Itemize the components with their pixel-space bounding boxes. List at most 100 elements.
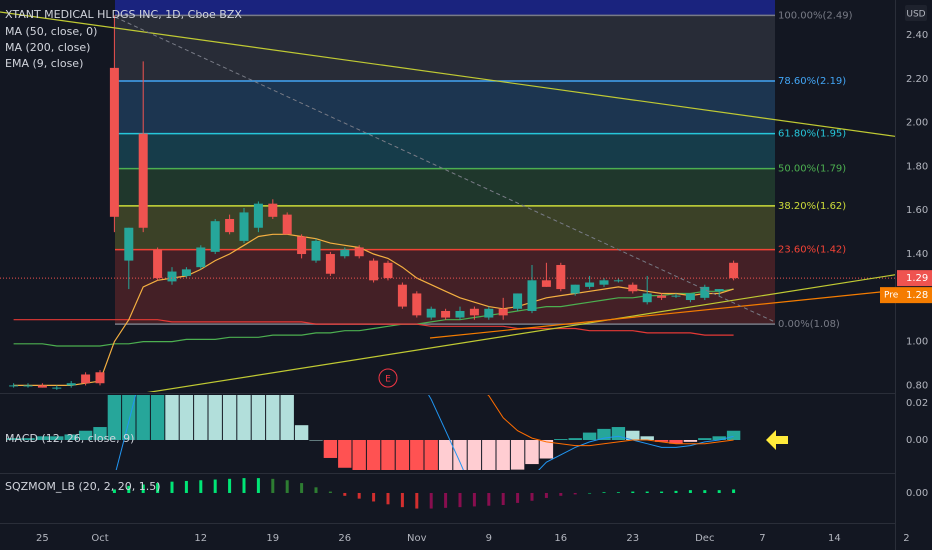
histogram-bar [122, 395, 136, 440]
arrow [766, 430, 788, 450]
candle-body [455, 310, 465, 318]
candle-body [23, 385, 33, 387]
histogram-bar [458, 492, 462, 508]
sqzmom-title: SQZMOM_LB (20, 2, 20, 1.5) [5, 480, 161, 493]
histogram-bar [395, 440, 410, 470]
candle-body [628, 284, 638, 292]
histogram-bar [688, 490, 692, 493]
fib-label: 23.60%(1.42) [778, 245, 846, 256]
drawings: E [0, 11, 895, 392]
histogram-bar [530, 492, 534, 501]
x-tick-label: 7 [759, 533, 765, 544]
fib-band [115, 133, 775, 169]
histogram-bar [6, 438, 21, 440]
legend-title: XTANT MEDICAL HLDGS INC, 1D, Cboe BZX [5, 8, 242, 21]
histogram-bar [372, 492, 376, 502]
candle-body [311, 240, 321, 261]
x-tick-label: 25 [36, 533, 49, 544]
candle-body [642, 293, 652, 303]
candle-body [52, 387, 62, 389]
histogram-bar [510, 440, 525, 470]
histogram-bar [544, 492, 548, 498]
histogram-bar [573, 492, 577, 495]
histogram-bar [410, 440, 424, 470]
histogram-bar [582, 432, 597, 440]
histogram-bar [300, 483, 304, 493]
histogram-bar [228, 478, 232, 493]
histogram-bar [717, 490, 721, 493]
y-tick-label: 1.80 [906, 161, 928, 172]
candle-body [225, 218, 235, 233]
histogram-bar [616, 492, 620, 493]
histogram-bar [453, 440, 467, 470]
fib-label: 0.00%(1.08) [778, 319, 840, 330]
ma-line [13, 319, 734, 336]
fib-trend-line [114, 16, 776, 323]
legend-entry: MA (50, close, 0) [5, 25, 97, 38]
indicator-line [115, 395, 734, 470]
histogram-bar [438, 440, 453, 470]
histogram-bar [64, 434, 78, 440]
macd-title: MACD (12, 26, close, 9) [5, 432, 134, 445]
x-tick-label: Dec [695, 533, 714, 544]
trend-line [429, 289, 895, 339]
earnings-marker[interactable] [378, 368, 398, 388]
histogram-bar [674, 490, 678, 493]
last-price-tag [897, 270, 932, 287]
histogram-bar [698, 438, 712, 440]
histogram-bar [328, 491, 332, 493]
x-tick-label: Nov [407, 533, 427, 544]
x-tick-label: 26 [338, 533, 351, 544]
currency-box[interactable] [905, 5, 927, 21]
candle-body [541, 280, 551, 287]
histogram-bar [444, 492, 448, 508]
histogram-bar [127, 485, 131, 493]
ma-line [13, 288, 734, 347]
candle-body [239, 212, 249, 241]
y-tick-label: 0.02 [906, 398, 928, 409]
histogram-bar [194, 395, 208, 440]
x-tick-label: 23 [626, 533, 639, 544]
histogram-bar [165, 395, 179, 440]
y-tick-label: 0.00 [906, 435, 928, 446]
y-tick-label: 1.00 [906, 337, 928, 348]
candle-body [95, 372, 105, 384]
histogram-bar [184, 480, 188, 493]
currency: USD [906, 10, 925, 20]
histogram-bar [366, 440, 381, 470]
histogram-bar [150, 395, 165, 440]
histogram-bar [294, 425, 309, 440]
histogram-bar [602, 492, 606, 493]
pre-label: Pre [884, 291, 899, 301]
candle-body [167, 271, 177, 282]
candle-body [297, 236, 307, 255]
macd-pane [6, 395, 741, 470]
y-tick-label: 0.80 [906, 380, 928, 391]
candle-body [613, 280, 623, 282]
histogram-bar [472, 492, 476, 507]
candle-body [196, 247, 206, 268]
candle-body [153, 249, 163, 279]
histogram-bar [242, 478, 246, 493]
histogram-bar [343, 492, 347, 496]
histogram-bar [222, 395, 237, 440]
fib-band [115, 205, 775, 250]
y-tick-label: 1.60 [906, 205, 928, 216]
candle-body [66, 383, 76, 386]
candle-body [426, 308, 436, 318]
histogram-bar [271, 478, 275, 493]
histogram-bar [631, 491, 635, 493]
fib-band [115, 81, 775, 134]
fib-label: 78.60%(2.19) [778, 76, 846, 87]
histogram-bar [199, 480, 203, 493]
x-tick-label: 16 [554, 533, 567, 544]
histogram-bar [732, 489, 736, 493]
fib-label: 61.80%(1.95) [778, 129, 846, 140]
histogram-bar [415, 492, 419, 509]
histogram-bar [357, 492, 361, 499]
histogram-bar [285, 480, 289, 493]
candle-body [81, 374, 91, 384]
trend-line [146, 274, 895, 392]
candle-body [253, 203, 263, 228]
